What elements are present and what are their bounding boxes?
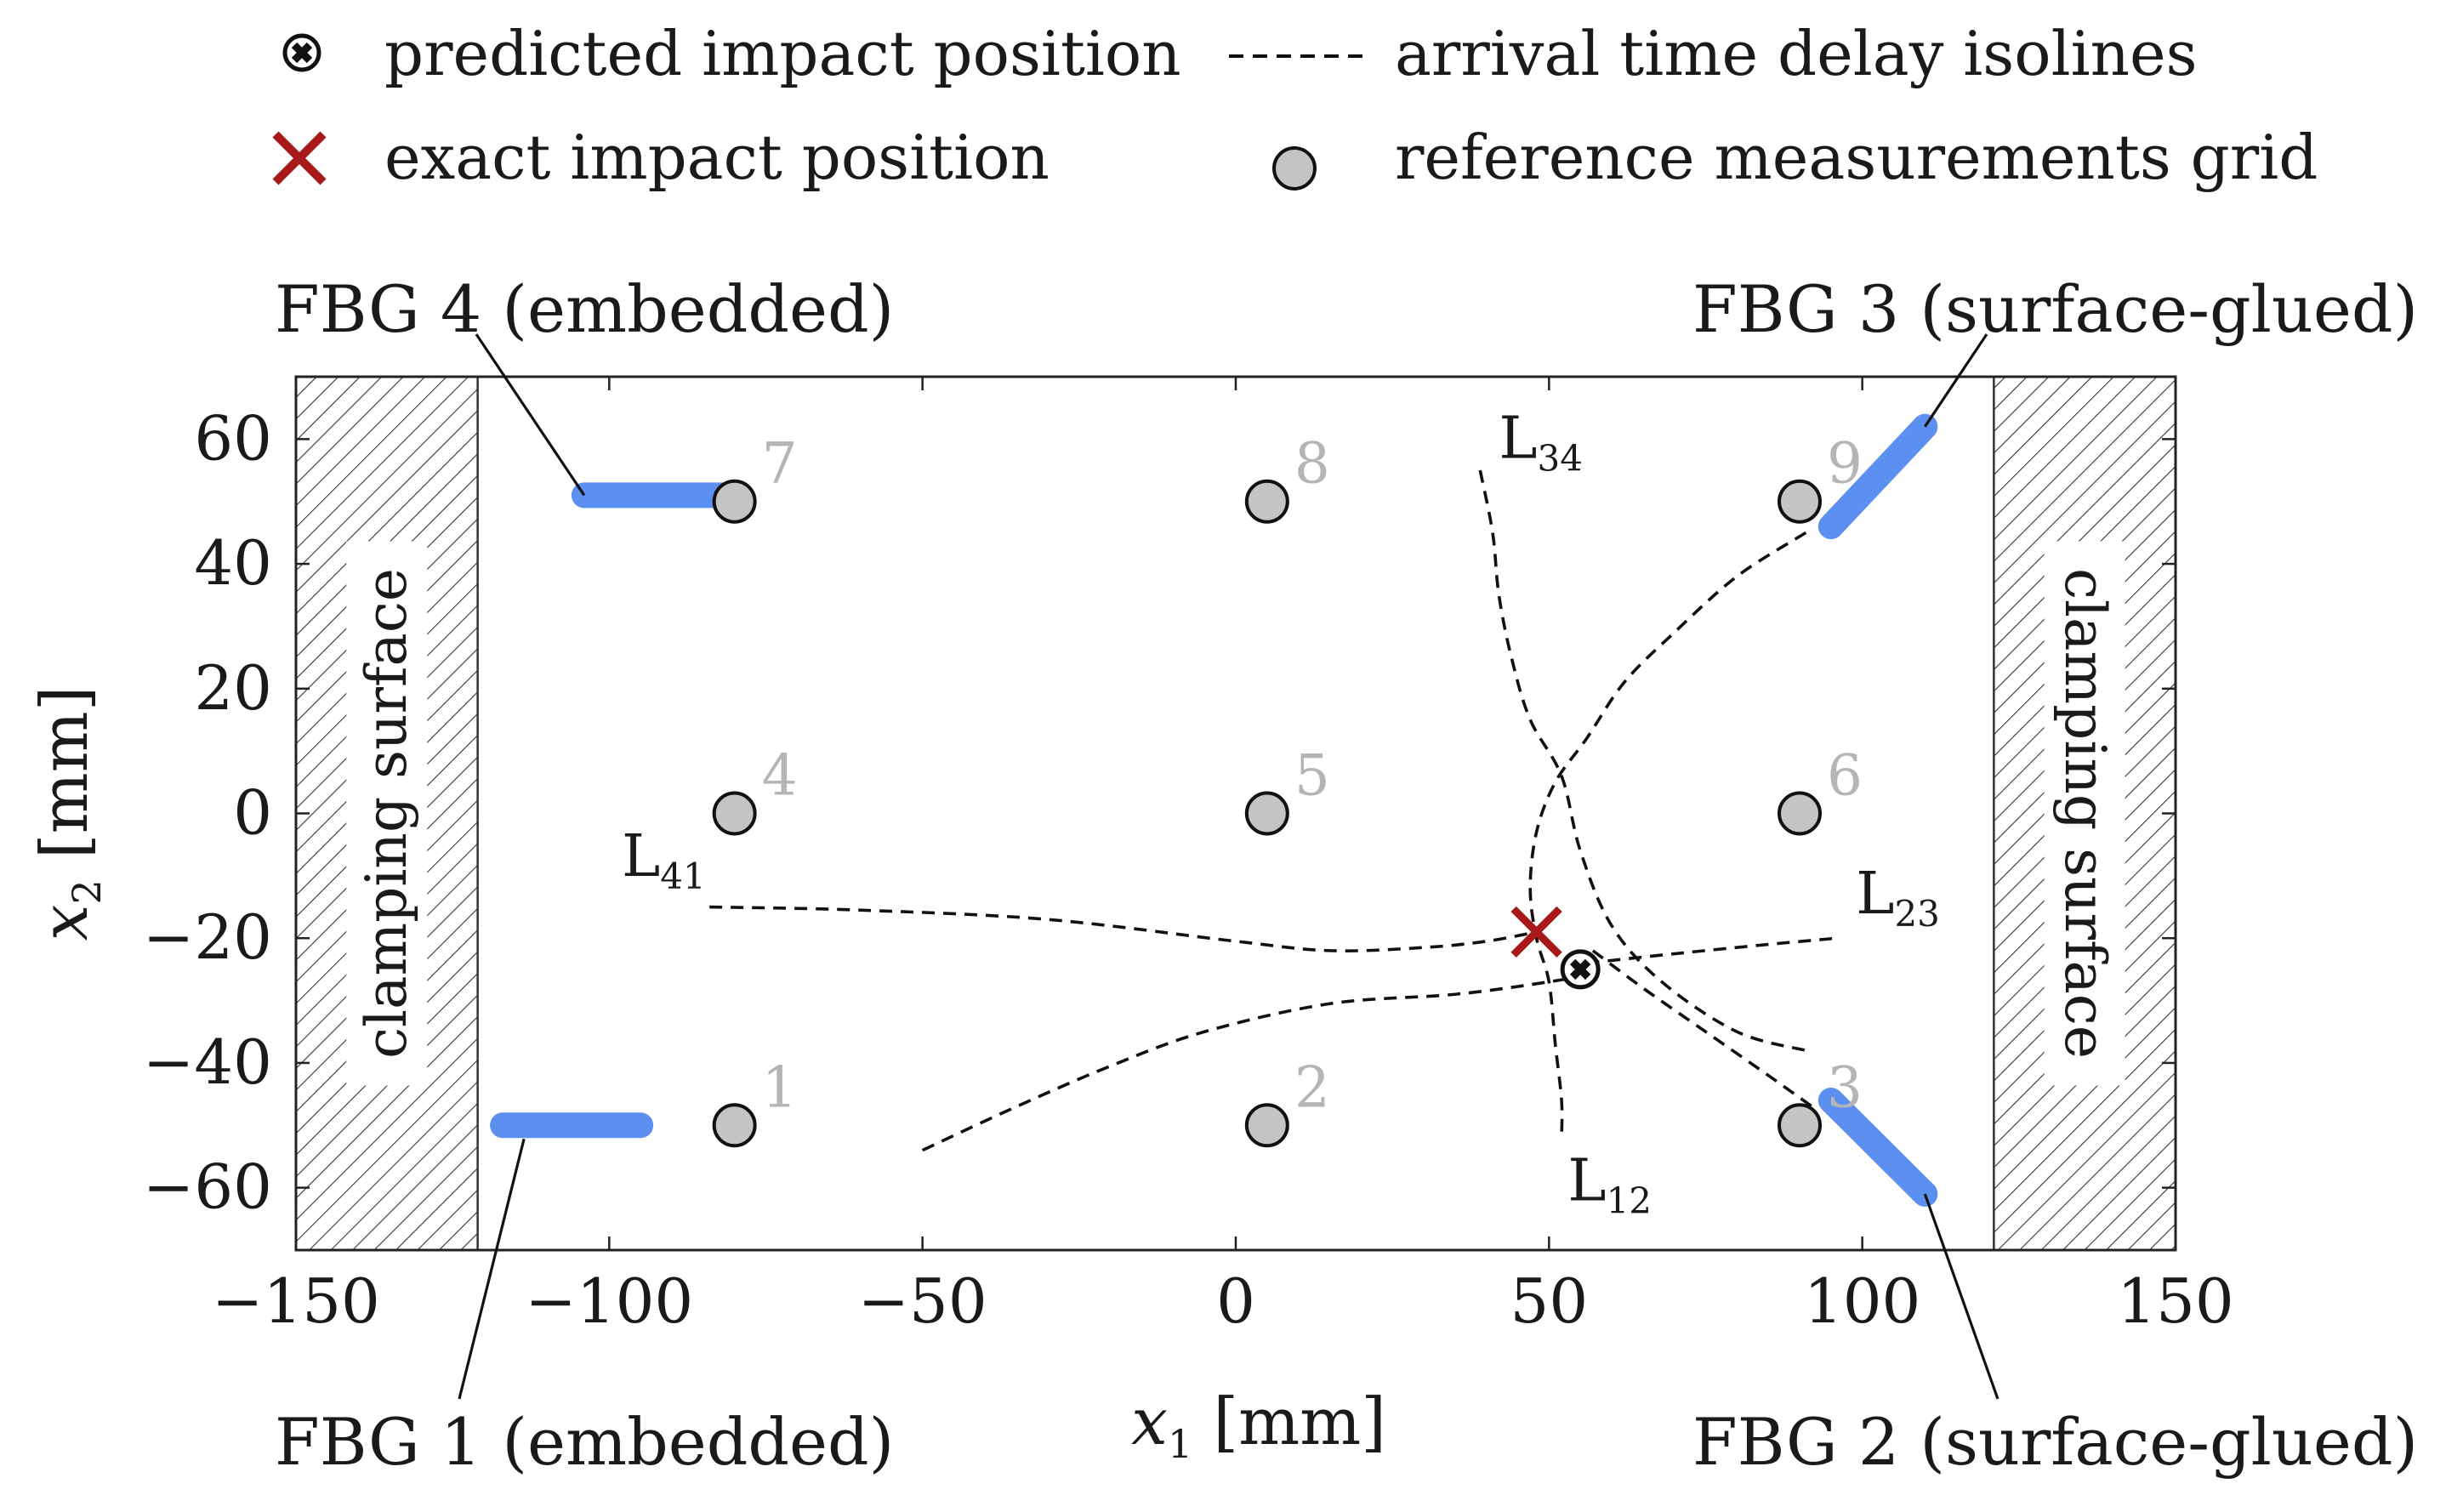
callout-leader-1 xyxy=(458,1138,526,1400)
legend-label-predicted: predicted impact position xyxy=(384,18,1181,89)
exact-impact-marker xyxy=(1510,906,1562,958)
reference-point-label-9: 9 xyxy=(1827,431,1863,497)
reference-point-label-6: 6 xyxy=(1827,743,1863,809)
clamping-label-2: clamping surface xyxy=(2052,568,2118,1059)
callout-leader-3 xyxy=(1924,333,1988,428)
reference-point-label-1: 1 xyxy=(762,1054,798,1120)
callout-leader-2 xyxy=(1923,1193,1999,1400)
reference-point-7 xyxy=(712,479,757,524)
callout-label-fbg-2: FBG 2 (surface-glued) xyxy=(1692,1404,2418,1480)
y-tick-label-6: 60 xyxy=(194,402,272,474)
isoline-L12-6 xyxy=(1591,949,1813,1108)
isoline-label-L12-sub: 12 xyxy=(1607,1179,1652,1221)
y-axis-title-unit: [mm] xyxy=(26,686,102,880)
x-axis-title: x1 [mm] xyxy=(1131,1384,1386,1467)
reference-point-label-8: 8 xyxy=(1294,431,1330,497)
y-tick-label-0: −60 xyxy=(143,1151,272,1223)
reference-point-6 xyxy=(1778,791,1822,836)
clamping-label-bg-2 xyxy=(2044,541,2125,1086)
legend-label-exact: exact impact position xyxy=(384,122,1050,193)
x-tick-label-5: 100 xyxy=(1804,1265,1920,1337)
legend-item-grid: reference measurements grid xyxy=(1272,122,2318,193)
predicted-impact-cross-b xyxy=(1569,958,1591,981)
isoline-label-L41-sub: 41 xyxy=(660,855,705,897)
isoline-label-L41-main: L xyxy=(622,823,660,890)
fbg-sensors xyxy=(490,413,1938,1207)
isoline-label-L23-sub: 23 xyxy=(1894,893,1939,935)
isoline-L41-1 xyxy=(709,905,1537,952)
isoline-L12-5 xyxy=(1586,936,1838,965)
legend-gray-circle-marker xyxy=(1272,146,1317,190)
x-axis-title-var: x xyxy=(1131,1384,1168,1459)
reference-point-label-4: 4 xyxy=(762,743,798,809)
reference-point-label-2: 2 xyxy=(1294,1054,1330,1120)
x-tick-label-4: 50 xyxy=(1510,1265,1589,1337)
legend-item-predicted: predicted impact position xyxy=(282,18,1181,89)
x-axis-title-unit: [mm] xyxy=(1192,1384,1386,1459)
isoline-L34-3 xyxy=(1478,469,1806,1052)
x-tick-label-0: −150 xyxy=(212,1265,380,1337)
y-tick-label-2: −20 xyxy=(143,901,272,973)
reference-point-4 xyxy=(712,791,757,836)
reference-point-label-7: 7 xyxy=(762,431,798,497)
isoline-L23-4 xyxy=(1528,531,1807,1138)
clamping-label-bg-1 xyxy=(346,541,428,1086)
fbg-sensor-2 xyxy=(1817,1087,1938,1207)
exact-impact-stroke-b xyxy=(1510,906,1562,958)
y-tick-label-3: 0 xyxy=(233,777,272,849)
isoline-label-L12: L12 xyxy=(1567,1147,1652,1221)
impact-markers xyxy=(1510,906,1601,990)
isoline-label-L23-main: L xyxy=(1856,861,1894,928)
predicted-impact-marker xyxy=(1560,949,1601,990)
reference-point-3 xyxy=(1778,1103,1822,1148)
isoline-label-L34: L34 xyxy=(1499,405,1583,479)
isoline-label-L34-sub: 34 xyxy=(1538,437,1583,479)
reference-point-5 xyxy=(1244,791,1289,836)
legend-item-exact: exact impact position xyxy=(272,122,1050,193)
clamping-label-1: clamping surface xyxy=(354,568,419,1059)
legend-predicted-marker xyxy=(282,33,321,72)
sensor-callouts: FBG 1 (embedded) FBG 2 (surface-glued) FBG… xyxy=(275,271,2418,1480)
isoline-label-L41: L41 xyxy=(622,823,706,897)
y-axis-title: x2 [mm] xyxy=(26,686,110,941)
reference-point-label-3: 3 xyxy=(1827,1054,1863,1120)
callout-label-fbg-4: FBG 4 (embedded) xyxy=(275,271,894,347)
callout-label-fbg-3: FBG 3 (surface-glued) xyxy=(1692,271,2418,347)
legend-label-isolines: arrival time delay isolines xyxy=(1395,18,2198,89)
y-tick-label-4: 20 xyxy=(194,652,272,724)
clamping-regions: clamping surface clamping surface xyxy=(296,377,2176,1250)
callout-leader-4 xyxy=(475,333,586,497)
legend: predicted impact position arrival time d… xyxy=(272,18,2318,193)
y-axis-title-sub: 2 xyxy=(64,879,110,904)
legend-exact-x-marker xyxy=(272,131,327,185)
fbg-sensor-3 xyxy=(1817,413,1938,540)
x-tick-label-1: −100 xyxy=(525,1265,693,1337)
reference-point-label-5: 5 xyxy=(1294,743,1330,809)
isoline-label-L12-main: L xyxy=(1567,1147,1606,1214)
isoline-L41-2 xyxy=(921,970,1600,1152)
isoline-label-L34-main: L xyxy=(1499,405,1537,472)
legend-label-grid: reference measurements grid xyxy=(1395,122,2318,193)
legend-item-isolines: arrival time delay isolines xyxy=(1229,18,2198,89)
x-axis-title-sub: 1 xyxy=(1168,1421,1192,1467)
x-tick-label-2: −50 xyxy=(858,1265,987,1337)
isolines xyxy=(709,469,1838,1152)
reference-point-1 xyxy=(712,1103,757,1148)
reference-grid: 1 2 34 5 67 8 9 xyxy=(712,431,1863,1148)
reference-point-9 xyxy=(1778,479,1822,524)
x-tick-label-3: 0 xyxy=(1216,1265,1255,1337)
y-tick-label-5: 40 xyxy=(194,527,272,599)
callout-label-fbg-1: FBG 1 (embedded) xyxy=(275,1404,894,1480)
isoline-label-L23: L23 xyxy=(1856,861,1940,935)
x-tick-label-6: 150 xyxy=(2117,1265,2233,1337)
reference-point-2 xyxy=(1244,1103,1289,1148)
reference-point-8 xyxy=(1244,479,1289,524)
y-tick-label-1: −40 xyxy=(143,1026,272,1098)
y-axis-title-var: x xyxy=(26,905,102,941)
